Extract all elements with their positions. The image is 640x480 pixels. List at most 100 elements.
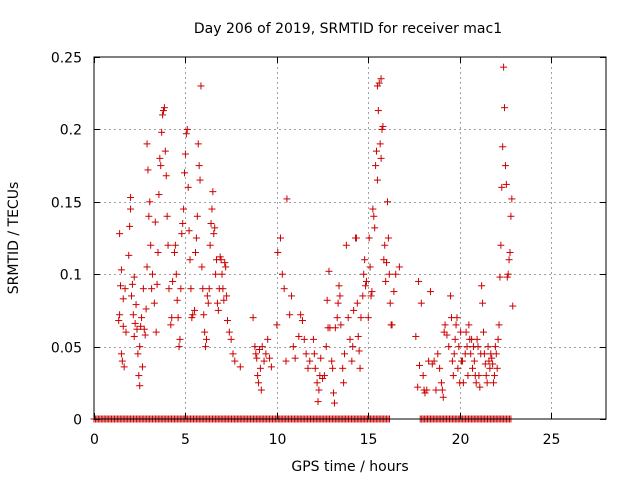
data-point: [395, 263, 403, 271]
data-point: [379, 123, 387, 131]
data-point: [383, 198, 391, 206]
data-point: [451, 335, 459, 343]
data-point: [378, 125, 386, 133]
data-point: [385, 270, 393, 278]
plot-frame: [93, 56, 607, 420]
data-point: [486, 364, 494, 372]
data-point: [500, 63, 508, 71]
data-point: [175, 343, 183, 351]
data-point: [302, 350, 310, 358]
data-point: [286, 311, 294, 319]
data-point: [136, 382, 144, 390]
data-point: [181, 169, 189, 177]
data-point: [364, 314, 372, 322]
data-point: [185, 227, 193, 235]
data-point: [264, 335, 272, 343]
y-tick-label: 0.2: [60, 123, 82, 139]
data-point: [174, 314, 182, 322]
data-point: [213, 299, 221, 307]
data-point: [143, 140, 151, 148]
x-tick-label: 5: [181, 432, 190, 448]
data-point: [200, 311, 208, 319]
data-point: [162, 172, 170, 180]
data-point: [329, 364, 337, 372]
data-point: [439, 393, 447, 401]
data-point: [310, 350, 318, 358]
data-point: [204, 299, 212, 307]
data-point: [227, 335, 235, 343]
y-tick-label: 0.05: [51, 341, 82, 357]
data-point: [388, 321, 396, 329]
data-point: [260, 357, 268, 365]
data-point: [465, 321, 473, 329]
data-point: [159, 107, 167, 115]
data-point: [225, 328, 233, 336]
data-point: [119, 295, 127, 303]
grid-lines: [94, 57, 606, 419]
data-point: [449, 372, 457, 380]
data-point: [223, 317, 231, 325]
data-point: [472, 379, 480, 387]
data-point: [300, 335, 308, 343]
data-point: [432, 386, 440, 394]
data-point: [469, 364, 477, 372]
data-point: [188, 314, 196, 322]
data-point: [354, 332, 362, 340]
data-point: [340, 379, 348, 387]
data-point: [366, 263, 374, 271]
data-point: [205, 285, 213, 293]
data-point: [157, 162, 165, 170]
data-point: [280, 285, 288, 293]
data-point: [126, 222, 134, 230]
data-point: [360, 270, 368, 278]
data-point: [478, 282, 486, 290]
data-point: [165, 285, 173, 293]
data-point: [386, 299, 394, 307]
data-point: [201, 328, 209, 336]
data-point: [122, 328, 130, 336]
data-point: [177, 285, 185, 293]
x-tick-label: 0: [90, 432, 99, 448]
data-point: [256, 364, 264, 372]
data-point: [142, 305, 150, 313]
data-point: [159, 111, 167, 119]
data-point: [128, 280, 136, 288]
data-point: [370, 212, 378, 220]
data-point: [434, 350, 442, 358]
data-point: [502, 180, 510, 188]
data-point: [164, 241, 172, 249]
data-point: [342, 241, 350, 249]
data-point: [495, 321, 503, 329]
data-point: [138, 314, 146, 322]
data-point: [116, 311, 124, 319]
data-point: [131, 319, 139, 327]
data-point: [390, 288, 398, 296]
data-point: [186, 256, 194, 264]
data-point: [479, 328, 487, 336]
data-point: [127, 205, 135, 213]
data-point: [337, 321, 345, 329]
data-point: [172, 270, 180, 278]
data-point: [367, 292, 375, 300]
data-point: [198, 263, 206, 271]
data-point: [412, 332, 420, 340]
data-point: [417, 299, 425, 307]
data-point: [415, 277, 423, 285]
data-point: [298, 317, 306, 325]
data-point: [133, 325, 141, 333]
data-point: [473, 335, 481, 343]
data-point: [493, 364, 501, 372]
data-point: [180, 205, 188, 213]
data-point: [287, 292, 295, 300]
data-point: [314, 398, 322, 406]
data-point: [415, 361, 423, 369]
data-point: [490, 372, 498, 380]
data-point: [372, 162, 380, 170]
data-point: [117, 266, 125, 274]
data-point: [278, 270, 286, 278]
x-axis: 0 5 10 15 20 25: [90, 57, 560, 448]
data-point: [447, 292, 455, 300]
data-point: [428, 360, 436, 368]
x-tick-label: 25: [543, 432, 561, 448]
y-tick-label: 0.25: [51, 51, 82, 67]
